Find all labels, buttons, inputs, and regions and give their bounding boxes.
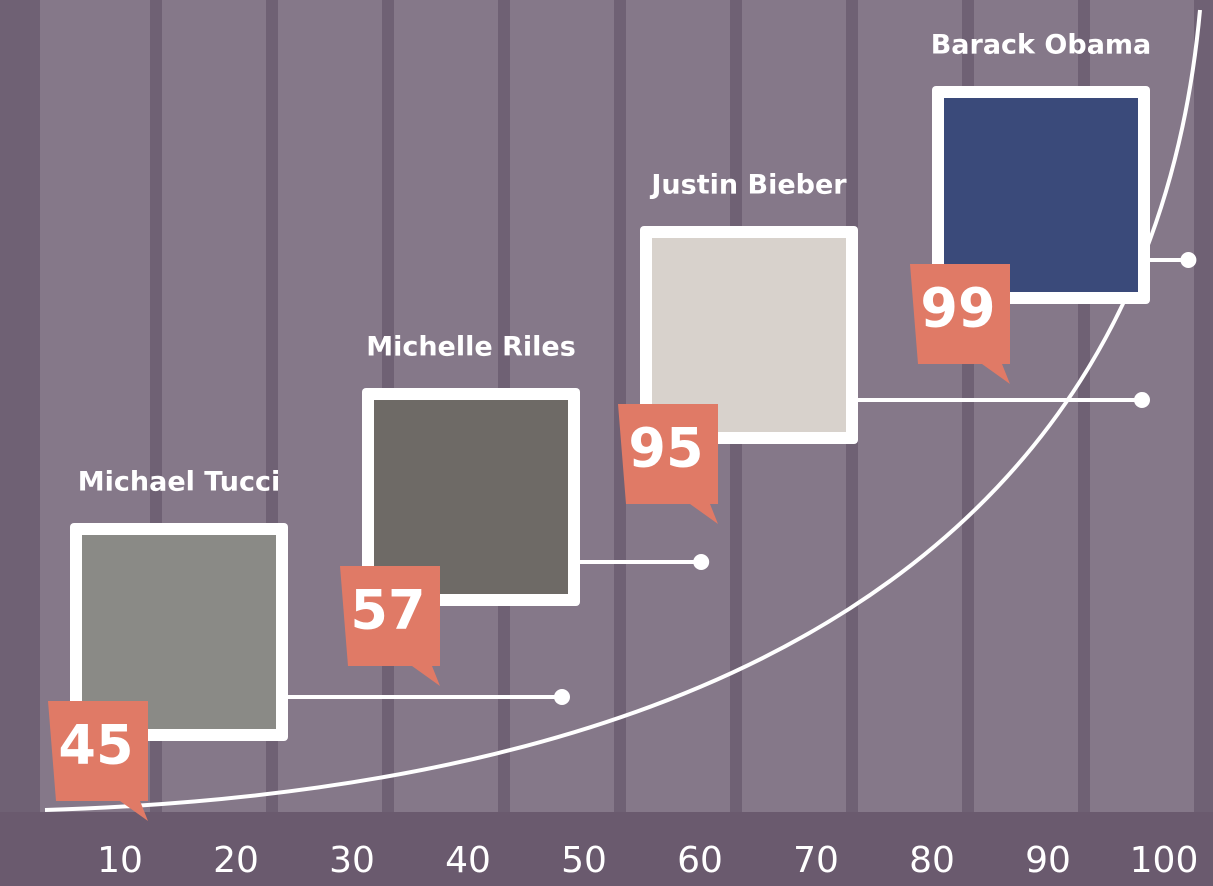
score-label: 99 — [920, 277, 995, 340]
x-tick-label: 80 — [909, 840, 955, 881]
person-name: Justin Bieber — [649, 170, 847, 201]
person-name: Michael Tucci — [78, 467, 280, 498]
x-tick-label: 20 — [213, 840, 259, 881]
grid — [150, 0, 1206, 812]
x-tick-label: 70 — [793, 840, 839, 881]
score-label: 45 — [58, 714, 133, 777]
score-badge — [340, 566, 440, 686]
score-dot — [554, 689, 570, 705]
x-tick-label: 40 — [445, 840, 491, 881]
grid-line — [1194, 0, 1206, 812]
score-dot — [1180, 252, 1197, 268]
x-tick-label: 60 — [677, 840, 723, 881]
score-dot — [693, 554, 710, 570]
photo — [944, 98, 1138, 292]
person-name: Barack Obama — [931, 30, 1152, 61]
score-dot — [1134, 392, 1150, 408]
photo — [374, 400, 568, 594]
score-badge — [910, 264, 1010, 384]
marks: Michael Tucci 45 Michelle Riles 57 Justin Bi… — [48, 30, 1197, 821]
person-name: Michelle Riles — [366, 332, 576, 363]
score-label: 95 — [628, 417, 703, 480]
x-tick-label: 10 — [97, 840, 143, 881]
x-tick-label: 50 — [561, 840, 607, 881]
score-badge — [48, 701, 148, 821]
score-badge — [618, 404, 718, 524]
x-tick-label: 90 — [1025, 840, 1071, 881]
photo — [82, 535, 276, 729]
photo — [652, 238, 846, 432]
left-band — [0, 0, 40, 886]
curve — [44, 9, 1202, 812]
score-label: 57 — [350, 579, 425, 642]
x-tick-label: 100 — [1130, 840, 1199, 881]
x-tick-label: 30 — [329, 840, 375, 881]
axis-band — [0, 812, 1213, 886]
